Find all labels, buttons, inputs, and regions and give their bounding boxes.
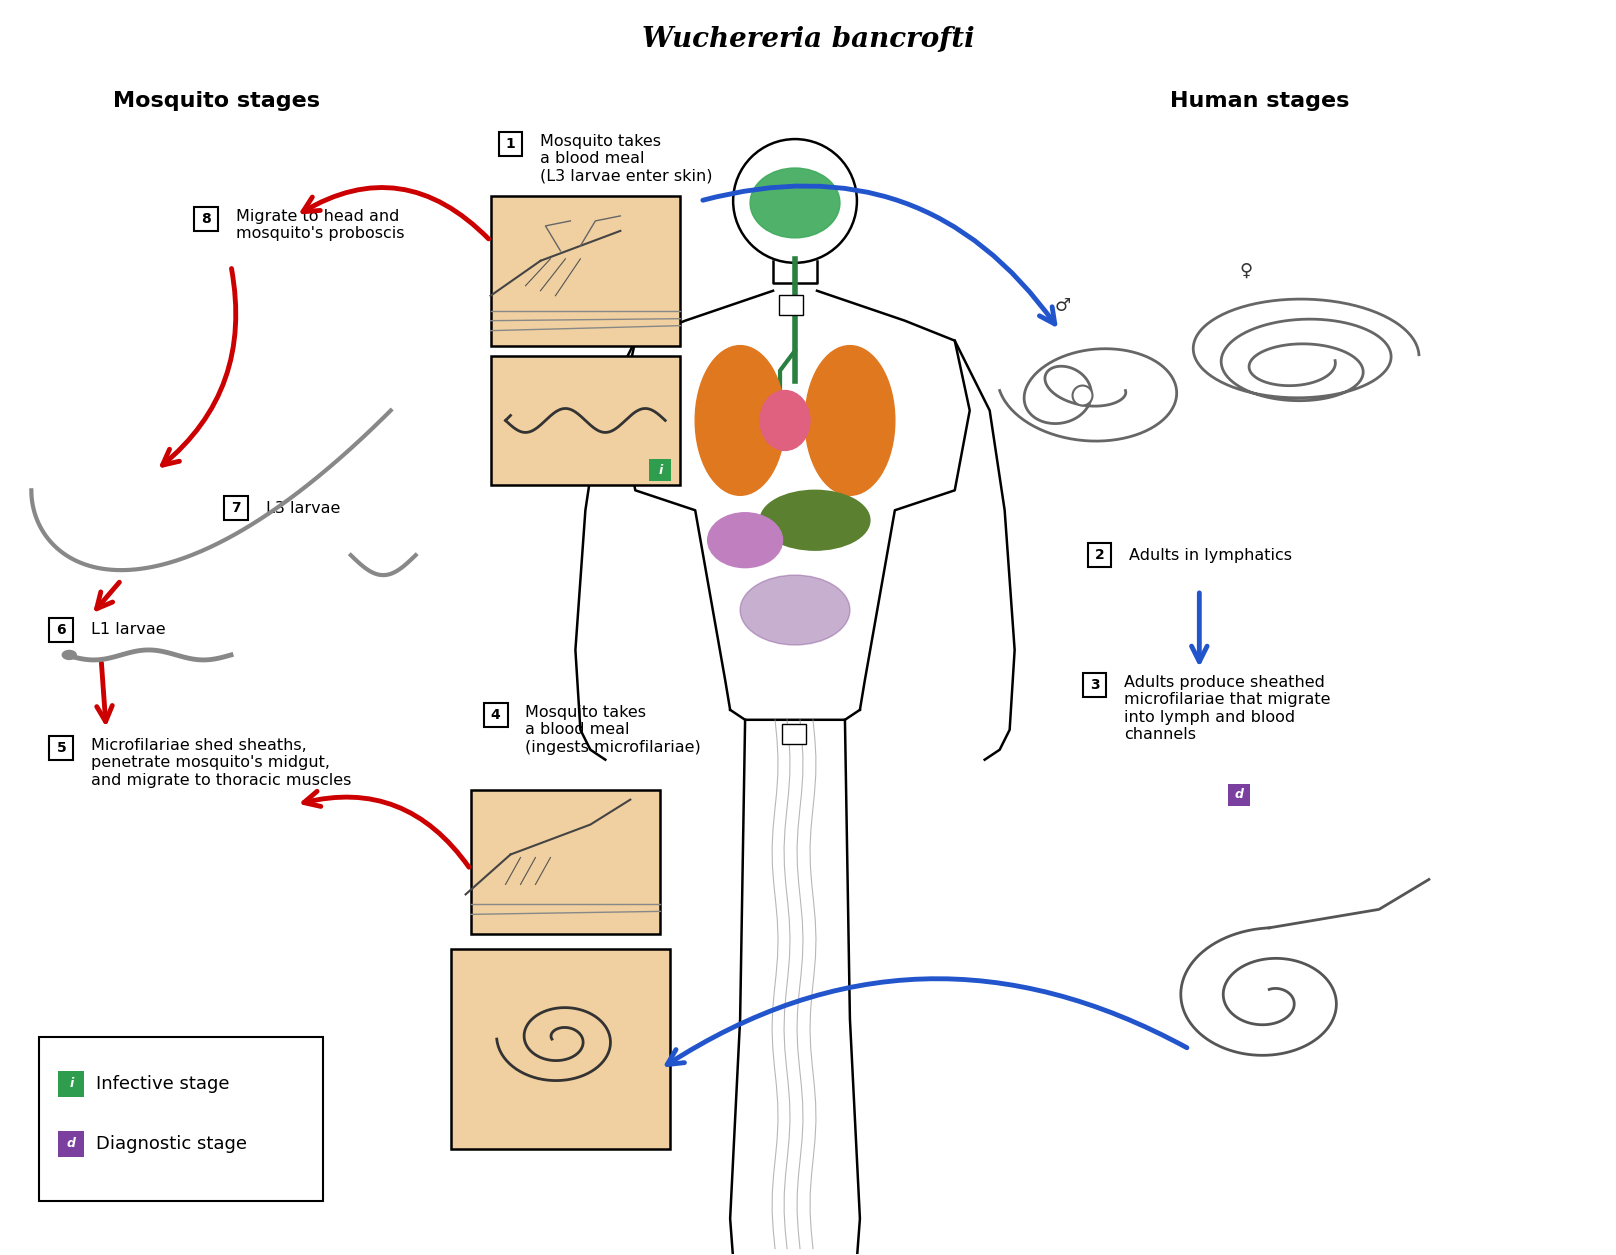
Circle shape: [1073, 385, 1092, 405]
Text: 7: 7: [231, 501, 241, 516]
FancyBboxPatch shape: [39, 1037, 323, 1201]
FancyBboxPatch shape: [194, 207, 218, 231]
Text: Mosquito stages: Mosquito stages: [113, 92, 320, 112]
FancyBboxPatch shape: [1228, 783, 1251, 806]
Text: Adults produce sheathed
microfilariae that migrate
into lymph and blood
channels: Adults produce sheathed microfilariae th…: [1125, 675, 1332, 742]
Ellipse shape: [760, 491, 869, 550]
FancyBboxPatch shape: [483, 703, 507, 727]
FancyBboxPatch shape: [1083, 673, 1107, 697]
Text: 6: 6: [57, 622, 66, 638]
Text: 5: 5: [57, 740, 66, 754]
Text: Microfilariae shed sheaths,
penetrate mosquito's midgut,
and migrate to thoracic: Microfilariae shed sheaths, penetrate mo…: [90, 738, 352, 788]
Text: i: i: [69, 1078, 73, 1091]
Ellipse shape: [63, 650, 76, 659]
Text: Infective stage: Infective stage: [97, 1076, 229, 1093]
FancyBboxPatch shape: [779, 295, 803, 315]
Text: d: d: [66, 1137, 76, 1151]
Ellipse shape: [695, 345, 785, 496]
Text: d: d: [1235, 788, 1244, 801]
Text: ♂: ♂: [1055, 296, 1071, 315]
Text: 8: 8: [200, 212, 212, 226]
Text: 3: 3: [1089, 678, 1099, 692]
Text: 1: 1: [506, 137, 516, 151]
Text: L1 larvae: L1 larvae: [90, 622, 166, 638]
FancyBboxPatch shape: [470, 789, 661, 934]
FancyBboxPatch shape: [491, 196, 680, 345]
FancyBboxPatch shape: [451, 949, 671, 1148]
FancyBboxPatch shape: [58, 1131, 84, 1157]
Text: Adults in lymphatics: Adults in lymphatics: [1130, 547, 1293, 562]
FancyBboxPatch shape: [650, 459, 671, 482]
Text: 4: 4: [491, 708, 501, 722]
FancyBboxPatch shape: [491, 355, 680, 486]
FancyBboxPatch shape: [1088, 543, 1112, 567]
Text: L3 larvae: L3 larvae: [267, 501, 341, 516]
Text: Mosquito takes
a blood meal
(L3 larvae enter skin): Mosquito takes a blood meal (L3 larvae e…: [540, 134, 713, 184]
Ellipse shape: [805, 345, 895, 496]
FancyBboxPatch shape: [782, 724, 806, 744]
FancyBboxPatch shape: [50, 617, 73, 643]
FancyBboxPatch shape: [225, 496, 247, 521]
FancyBboxPatch shape: [50, 735, 73, 759]
Text: Human stages: Human stages: [1170, 92, 1349, 112]
Text: Wuchereria bancrofti: Wuchereria bancrofti: [642, 26, 974, 53]
Ellipse shape: [740, 575, 850, 645]
FancyBboxPatch shape: [498, 132, 522, 156]
Text: Diagnostic stage: Diagnostic stage: [97, 1135, 247, 1153]
FancyBboxPatch shape: [58, 1071, 84, 1097]
Text: ♀: ♀: [1239, 262, 1252, 280]
Text: i: i: [658, 464, 663, 477]
Ellipse shape: [760, 390, 810, 451]
Text: Mosquito takes
a blood meal
(ingests microfilariae): Mosquito takes a blood meal (ingests mic…: [525, 705, 701, 754]
Text: Migrate to head and
mosquito's proboscis: Migrate to head and mosquito's proboscis: [236, 208, 404, 241]
Ellipse shape: [708, 513, 782, 567]
Text: 2: 2: [1094, 548, 1104, 562]
Circle shape: [734, 139, 856, 262]
Ellipse shape: [750, 168, 840, 238]
